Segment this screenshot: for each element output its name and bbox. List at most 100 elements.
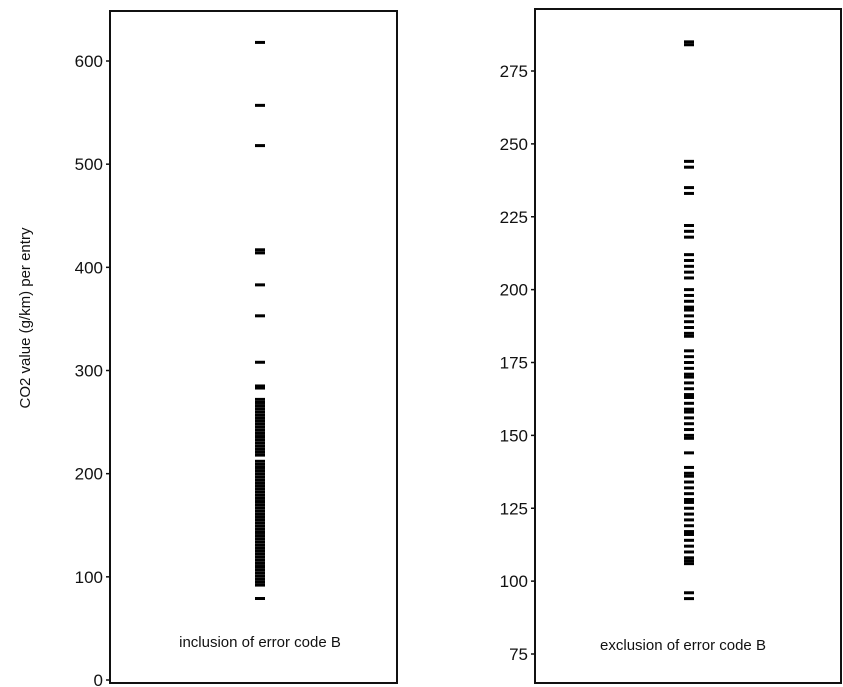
data-point-dash (684, 349, 694, 353)
data-point-dash (684, 372, 694, 376)
data-point-dash (255, 462, 265, 466)
data-point-dash (684, 288, 694, 292)
data-point-dash (255, 438, 265, 442)
data-point-dash (255, 490, 265, 494)
data-point-dash (255, 546, 265, 550)
data-point-dash (255, 407, 265, 411)
data-point-dash (684, 223, 694, 227)
data-point-dash (255, 435, 265, 439)
data-point-dash (684, 506, 694, 510)
right-y-axis-ticks: 75 100 125 150 175 200 225 250 275 (500, 62, 535, 664)
data-point-dash (255, 558, 265, 562)
data-point-dash (684, 43, 694, 47)
data-point-dash (255, 314, 265, 318)
data-point-dash (255, 530, 265, 534)
y-tick-label: 100 (500, 572, 528, 591)
data-point-dash (255, 431, 265, 435)
data-point-dash (255, 410, 265, 414)
data-point-dash (684, 498, 694, 502)
data-point-dash (255, 487, 265, 491)
data-point-dash (255, 444, 265, 448)
left-data-marks (255, 40, 265, 600)
y-tick-label: 200 (500, 281, 528, 300)
data-point-dash (255, 40, 265, 44)
data-point-dash (684, 40, 694, 44)
data-point-dash (255, 103, 265, 107)
data-point-dash (684, 480, 694, 484)
data-point-dash (255, 596, 265, 600)
data-point-dash (684, 375, 694, 379)
data-point-dash (684, 512, 694, 516)
data-point-dash (255, 515, 265, 519)
data-point-dash (684, 276, 694, 280)
data-point-dash (255, 481, 265, 485)
data-point-dash (255, 425, 265, 429)
data-point-dash (684, 229, 694, 233)
data-point-dash (255, 484, 265, 488)
data-point-dash (255, 500, 265, 504)
left-panel-label: inclusion of error code B (179, 634, 341, 651)
data-point-dash (684, 433, 694, 437)
data-point-dash (255, 397, 265, 401)
data-point-dash (255, 571, 265, 575)
data-point-dash (255, 400, 265, 404)
data-point-dash (684, 355, 694, 359)
data-point-dash (255, 144, 265, 148)
data-point-dash (684, 165, 694, 169)
data-point-dash (684, 395, 694, 399)
data-point-dash (255, 475, 265, 479)
data-point-dash (684, 159, 694, 163)
data-point-dash (684, 305, 694, 309)
data-point-dash (684, 518, 694, 522)
data-point-dash (255, 527, 265, 531)
data-point-dash (684, 562, 694, 566)
right-panel-label: exclusion of error code B (600, 637, 766, 654)
right-data-marks (684, 40, 694, 601)
data-point-dash (684, 559, 694, 563)
data-point-dash (255, 459, 265, 463)
data-point-dash (684, 591, 694, 595)
data-point-dash (255, 580, 265, 584)
data-point-dash (684, 422, 694, 426)
data-point-dash (255, 509, 265, 513)
data-point-dash (255, 386, 265, 390)
y-tick-label: 125 (500, 499, 528, 518)
left-y-axis-ticks: 0 100 200 300 400 500 600 (75, 52, 110, 687)
data-point-dash (255, 428, 265, 432)
data-point-dash (684, 471, 694, 475)
data-point-dash (255, 404, 265, 408)
data-point-dash (255, 472, 265, 476)
data-point-dash (255, 574, 265, 578)
right-panel-exclusion: 75 100 125 150 175 200 225 250 275 exclusion of … (500, 8, 842, 684)
data-point-dash (255, 543, 265, 547)
data-point-dash (255, 583, 265, 587)
data-point-dash (684, 191, 694, 195)
data-point-dash (684, 532, 694, 536)
data-point-dash (255, 552, 265, 556)
data-point-dash (684, 186, 694, 190)
y-tick-label: 200 (75, 465, 103, 484)
data-point-dash (255, 561, 265, 565)
data-point-dash (255, 360, 265, 364)
data-point-dash (684, 308, 694, 312)
data-point-dash (684, 500, 694, 504)
data-point-dash (684, 334, 694, 338)
data-point-dash (684, 428, 694, 432)
data-point-dash (684, 235, 694, 239)
data-point-dash (255, 493, 265, 497)
right-panel-frame (534, 8, 842, 684)
data-point-dash (255, 565, 265, 569)
data-point-dash (684, 451, 694, 455)
data-point-dash (255, 248, 265, 252)
data-point-dash (684, 293, 694, 297)
data-point-dash (684, 320, 694, 324)
y-tick-label: 225 (500, 208, 528, 227)
data-point-dash (684, 436, 694, 440)
y-tick-label: 600 (75, 52, 103, 71)
data-point-dash (684, 331, 694, 335)
y-tick-label: 250 (500, 135, 528, 154)
data-point-dash (684, 556, 694, 560)
data-point-dash (255, 478, 265, 482)
data-point-dash (255, 251, 265, 255)
